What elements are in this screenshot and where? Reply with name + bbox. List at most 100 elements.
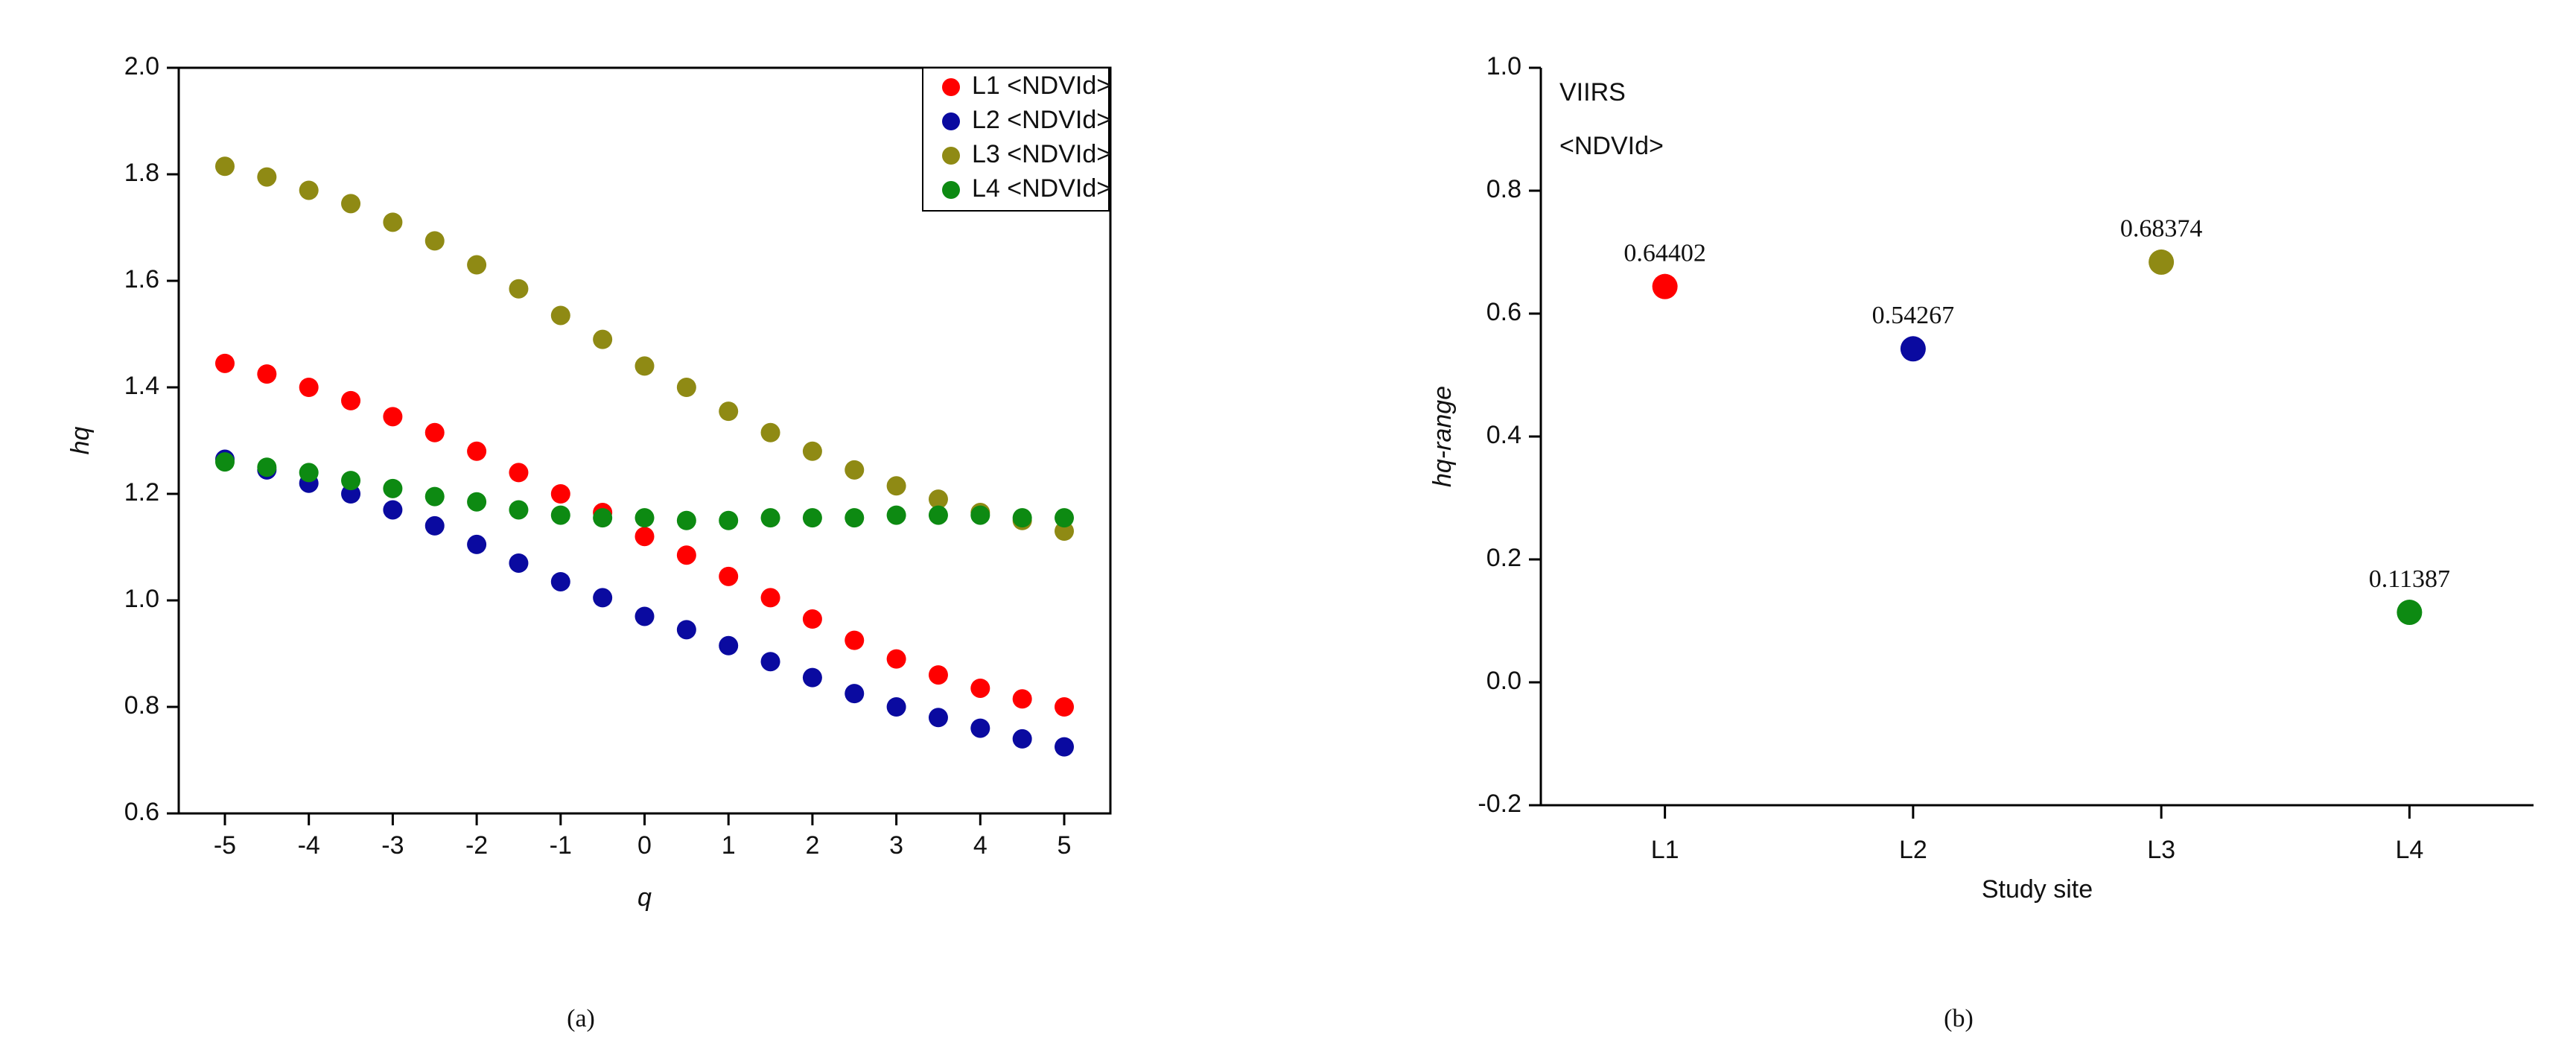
point	[802, 508, 822, 528]
point	[383, 500, 403, 520]
legend-swatch	[942, 78, 960, 96]
point	[550, 571, 570, 591]
point	[886, 505, 906, 525]
point	[467, 441, 487, 461]
point	[676, 545, 696, 565]
point	[424, 515, 445, 536]
point	[341, 194, 361, 214]
y-tick-label: 1.0	[124, 585, 159, 613]
y-tick-label: 0.8	[124, 691, 159, 720]
point	[928, 708, 948, 728]
point	[383, 478, 403, 498]
point	[1012, 689, 1032, 709]
x-tick-label: -3	[381, 831, 404, 860]
x-tick-label: 1	[722, 831, 736, 860]
caption: (b)	[1944, 1005, 1974, 1032]
data-label: 0.64402	[1623, 239, 1706, 267]
point	[886, 697, 906, 717]
point	[635, 356, 655, 376]
x-axis-label: Study site	[1982, 875, 2093, 904]
x-tick-label: L2	[1899, 836, 1927, 864]
legend-swatch	[942, 112, 960, 130]
y-tick-label: 1.8	[124, 159, 159, 187]
x-tick-label: -2	[465, 831, 488, 860]
point	[383, 212, 403, 232]
x-tick-label: L3	[2147, 836, 2175, 864]
point	[760, 652, 780, 672]
point	[928, 489, 948, 510]
point	[1055, 737, 1075, 757]
point	[214, 156, 235, 177]
point	[970, 718, 990, 738]
x-tick-label: 2	[805, 831, 819, 860]
point	[424, 422, 445, 442]
point	[1012, 729, 1032, 749]
point	[802, 609, 822, 629]
point	[845, 508, 865, 528]
y-tick-label: 0.6	[1486, 298, 1521, 326]
legend-swatch	[942, 147, 960, 165]
y-tick-label: 0.2	[1486, 544, 1521, 572]
point	[1055, 508, 1075, 528]
point	[424, 486, 445, 507]
point	[257, 167, 277, 187]
y-tick-label: 1.4	[124, 372, 159, 400]
point	[676, 378, 696, 397]
point	[1652, 273, 1678, 299]
x-tick-label: -4	[298, 831, 320, 860]
point	[635, 606, 655, 626]
data-label: 0.54267	[1872, 302, 1955, 329]
point	[550, 305, 570, 326]
point	[214, 452, 235, 472]
x-tick-label: -5	[214, 831, 236, 860]
x-tick-label: 4	[973, 831, 988, 860]
y-tick-label: 1.2	[124, 478, 159, 507]
point	[593, 588, 613, 608]
data-label: 0.68374	[2120, 215, 2203, 243]
legend-label: L2 <NDVId>	[972, 106, 1111, 134]
y-tick-label: 2.0	[124, 52, 159, 80]
point	[467, 255, 487, 275]
point	[970, 505, 990, 525]
point	[593, 329, 613, 349]
point	[341, 471, 361, 491]
point	[299, 463, 319, 483]
point	[467, 492, 487, 512]
point	[886, 476, 906, 496]
x-tick-label: -1	[550, 831, 572, 860]
point	[845, 630, 865, 650]
point	[676, 510, 696, 530]
point	[593, 508, 613, 528]
y-tick-label: 0.6	[124, 798, 159, 826]
x-tick-label: L1	[1651, 836, 1679, 864]
point	[424, 231, 445, 251]
annotation: <NDVId>	[1559, 132, 1664, 160]
x-tick-label: 0	[637, 831, 652, 860]
point	[1055, 521, 1075, 542]
point	[928, 665, 948, 685]
point	[970, 678, 990, 698]
point	[719, 635, 739, 656]
legend-swatch	[942, 181, 960, 199]
point	[2149, 249, 2175, 275]
point	[845, 460, 865, 480]
x-tick-label: 5	[1058, 831, 1072, 860]
y-tick-label: 0.8	[1486, 175, 1521, 203]
point	[719, 566, 739, 586]
point	[214, 353, 235, 373]
caption: (a)	[567, 1005, 595, 1032]
y-axis-label: hq	[66, 427, 95, 455]
point	[928, 505, 948, 525]
point	[509, 279, 529, 299]
y-tick-label: 1.6	[124, 265, 159, 293]
legend-label: L3 <NDVId>	[972, 140, 1111, 168]
x-axis-label: q	[637, 883, 652, 912]
point	[760, 588, 780, 608]
y-tick-label: -0.2	[1478, 790, 1521, 818]
point	[1055, 697, 1075, 717]
point	[550, 505, 570, 525]
point	[383, 407, 403, 427]
point	[341, 390, 361, 410]
point	[676, 620, 696, 640]
